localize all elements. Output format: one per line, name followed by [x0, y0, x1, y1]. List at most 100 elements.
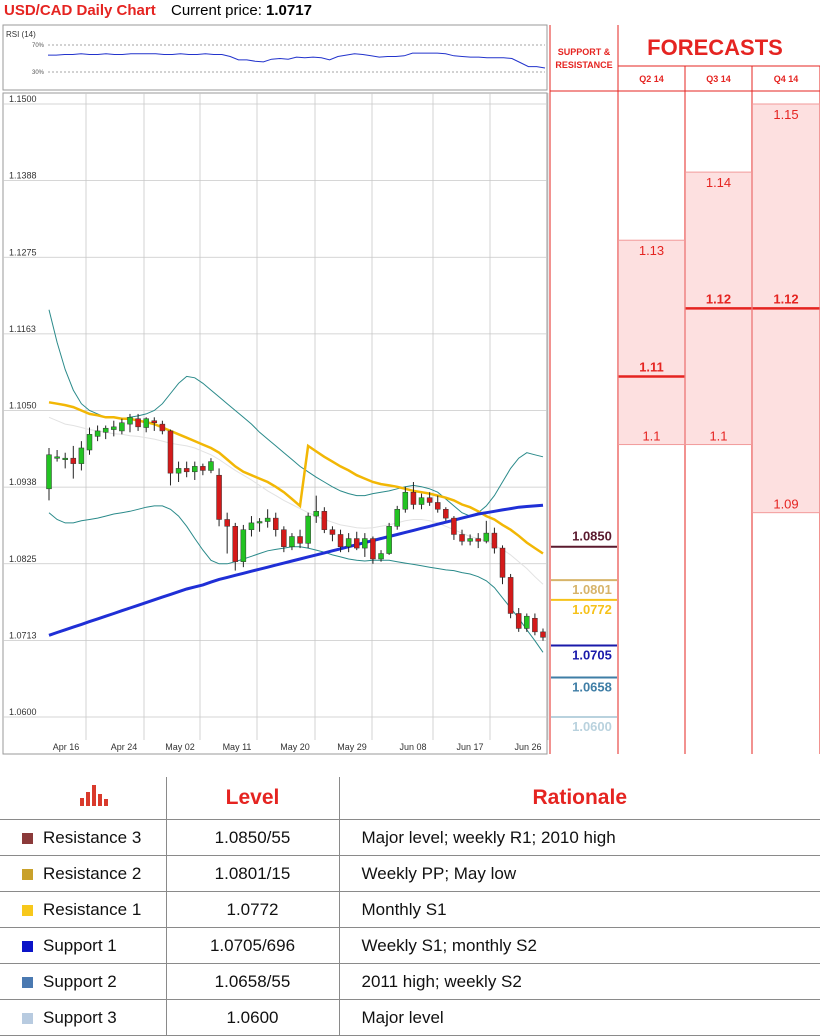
y-tick-label: 1.0825	[9, 554, 37, 564]
forecast-high-label: 1.15	[773, 107, 798, 122]
forecast-high-label: 1.14	[706, 175, 731, 190]
current-price-value: 1.0717	[266, 2, 312, 19]
current-price-label: Current price:	[171, 2, 262, 19]
forecast-low-label: 1.1	[642, 429, 660, 444]
y-tick-label: 1.1050	[9, 401, 37, 411]
candle-down	[329, 529, 336, 535]
sr-header-line1: SUPPORT &	[558, 47, 611, 57]
candle-down	[297, 536, 303, 544]
candle-up	[378, 553, 384, 560]
candle-down	[135, 418, 141, 428]
table-row: Resistance 3 1.0850/55 Major level; weekly…	[0, 819, 820, 856]
moving-average-long	[48, 503, 544, 637]
level-color-swatch	[22, 1012, 33, 1024]
bollinger-lower-band	[48, 505, 544, 653]
forecast-column-label: Q2 14	[639, 74, 664, 84]
x-tick-label: Jun 26	[514, 742, 541, 752]
forecast-column-label: Q3 14	[706, 74, 731, 84]
forecasts-title: FORECASTS	[647, 35, 783, 60]
candle-up	[467, 538, 473, 542]
candle-up	[305, 515, 311, 544]
level-color-swatch	[22, 832, 33, 844]
candle-down	[321, 511, 328, 530]
level-name-cell: Support 3	[0, 999, 167, 1036]
candle-up	[313, 511, 319, 517]
candle-down	[507, 577, 514, 614]
level-name-cell: Resistance 1	[0, 891, 167, 928]
bar-chart-icon	[79, 785, 108, 806]
level-rationale: Major level	[339, 999, 820, 1036]
levels-header-icon-cell	[0, 777, 167, 820]
levels-header-rationale: Rationale	[339, 777, 820, 820]
candle-down	[491, 532, 498, 549]
price-grid	[3, 93, 549, 740]
level-name: Resistance 2	[43, 863, 142, 883]
forecast-range-box	[618, 239, 685, 446]
levels-header-level: Level	[166, 777, 340, 820]
level-name: Resistance 3	[43, 827, 142, 847]
x-tick-label: May 11	[223, 742, 252, 752]
candle-down	[499, 547, 506, 578]
candle-down	[216, 474, 222, 520]
candle-down	[232, 526, 239, 562]
forecast-mid-label: 1.11	[639, 359, 664, 374]
forecast-high-label: 1.13	[639, 243, 664, 258]
sr-level-label: 1.0850	[572, 529, 612, 544]
y-tick-label: 1.1500	[9, 94, 37, 104]
level-rationale: Monthly S1	[339, 891, 820, 928]
x-tick-label: May 29	[337, 742, 367, 752]
candle-down	[167, 430, 174, 474]
level-value: 1.0801/15	[166, 855, 340, 892]
candle-up	[175, 468, 182, 474]
candle-up	[111, 426, 117, 430]
level-name-cell: Support 2	[0, 963, 167, 1000]
table-row: Resistance 2 1.0801/15 Weekly PP; May low	[0, 855, 820, 892]
candle-up	[102, 427, 109, 433]
level-color-swatch	[22, 940, 33, 952]
level-rationale: Weekly S1; monthly S2	[339, 927, 820, 964]
bollinger-middle-band	[48, 416, 544, 585]
candle-up	[524, 615, 530, 629]
candle-down	[443, 509, 449, 519]
x-tick-label: Jun 17	[456, 742, 483, 752]
sr-level-label: 1.0772	[572, 602, 612, 617]
candle-up	[248, 522, 255, 530]
candle-down	[475, 538, 481, 542]
price-chart: RSI (14) 70% 30% 1.1500 1.1388 1.1275 1.116…	[2, 24, 820, 755]
level-rationale: Weekly PP; May low	[339, 855, 820, 892]
candle-down	[410, 491, 417, 505]
candle-up	[208, 461, 214, 471]
candle-down	[370, 538, 376, 560]
candle-down	[151, 420, 158, 424]
forecast-column-label: Q4 14	[774, 74, 799, 84]
forecast-low-label: 1.1	[709, 429, 727, 444]
price-y-ticks: 1.1500 1.1388 1.1275 1.1163 1.1050 1.0938 1.08…	[9, 94, 37, 717]
candle-down	[159, 423, 166, 432]
sr-level-label: 1.0705	[572, 647, 612, 662]
level-rationale: Major level; weekly R1; 2010 high	[339, 819, 820, 856]
sr-levels: 1.0850 1.0801 1.0772 1.0705 1.0658 1.0600	[551, 529, 617, 734]
price-x-ticks: Apr 16 Apr 24 May 02 May 11 May 20 May 29 Jun …	[53, 742, 542, 752]
levels-table-header: Level Rationale	[0, 777, 820, 820]
level-name-cell: Resistance 2	[0, 855, 167, 892]
y-tick-label: 1.1275	[9, 247, 37, 257]
candle-up	[256, 521, 263, 524]
candle-up	[62, 457, 68, 460]
candle-up	[289, 536, 295, 547]
level-name: Support 3	[43, 1007, 117, 1027]
level-rationale: 2011 high; weekly S2	[339, 963, 820, 1000]
candle-down	[459, 534, 465, 542]
candle-down	[451, 517, 457, 535]
candle-down	[540, 631, 546, 638]
forecast-low-label: 1.09	[773, 497, 798, 512]
sr-level-label: 1.0801	[572, 582, 612, 597]
candle-down	[183, 468, 190, 473]
level-name-cell: Support 1	[0, 927, 167, 964]
levels-table-body: Resistance 3 1.0850/55 Major level; weekly…	[0, 819, 820, 1036]
candle-down	[532, 617, 538, 633]
candle-down	[426, 497, 433, 503]
rsi-level-high-label: 70%	[32, 43, 45, 49]
candle-up	[362, 538, 368, 549]
y-tick-label: 1.0713	[9, 630, 37, 640]
x-tick-label: Jun 08	[399, 742, 426, 752]
